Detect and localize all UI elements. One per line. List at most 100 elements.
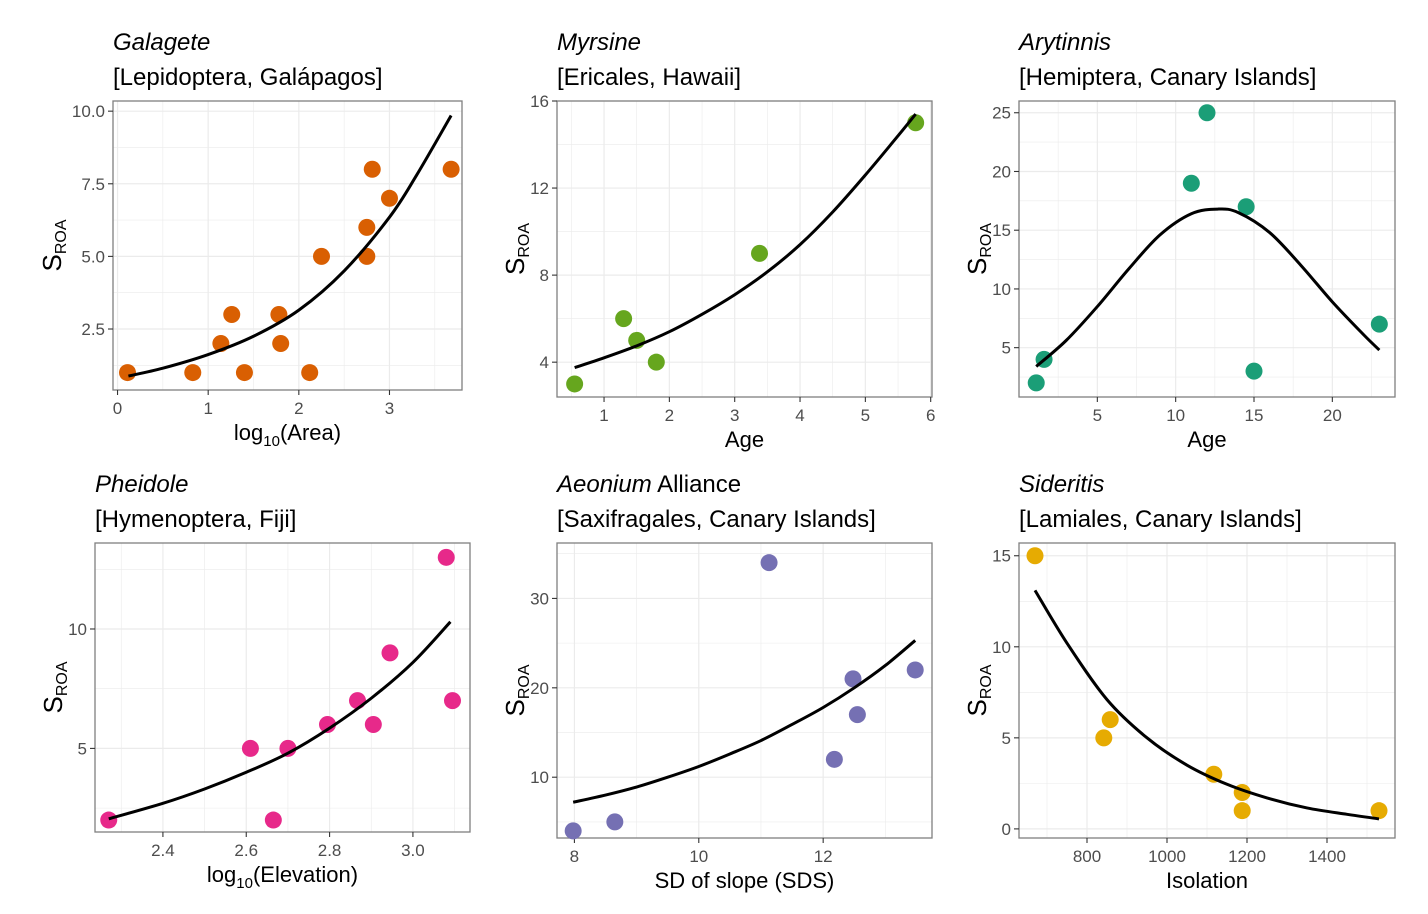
data-points (1027, 104, 1388, 392)
y-axis-label-main: S (38, 696, 68, 713)
data-points (100, 548, 461, 829)
data-point (279, 739, 297, 757)
y-tick-label: 20 (992, 162, 1011, 181)
data-point (1198, 104, 1216, 122)
data-point (272, 335, 290, 353)
y-tick-label: 12 (530, 179, 549, 198)
x-tick-label: 2 (294, 399, 303, 418)
data-point (1026, 547, 1044, 565)
data-point (1237, 198, 1255, 216)
panel-subtitle: [Hymenoptera, Fiji] (95, 506, 296, 533)
panel-title: Aeonium Alliance (555, 471, 741, 498)
y-tick-label: 2.5 (81, 320, 105, 339)
data-point (444, 692, 461, 710)
data-point (119, 364, 137, 382)
x-tick-label: 4 (795, 406, 804, 425)
plot-background (557, 101, 932, 397)
x-axis-label-main: log (207, 862, 236, 887)
panel-subtitle: [Hemiptera, Canary Islands] (1019, 64, 1316, 91)
panel-top-center: Myrsine[Ericales, Hawaii]1 2 3 4 5 6481216Age… (500, 29, 935, 452)
y-tick-label: 5 (78, 739, 87, 758)
data-point (358, 218, 376, 236)
x-tick-label: 12 (814, 847, 833, 866)
y-tick-label: 10.0 (72, 102, 105, 121)
fit-curve (574, 113, 917, 370)
fit-curve (572, 639, 917, 804)
data-point (906, 661, 924, 679)
data-point (241, 739, 259, 757)
x-axis-label: Isolation (1166, 868, 1248, 893)
x-tick-label: 5 (861, 406, 870, 425)
panel-title-suffix: Alliance (652, 471, 741, 498)
data-point (848, 706, 866, 724)
y-tick-label: 15 (992, 221, 1011, 240)
data-point (100, 811, 118, 829)
y-axis-label-subscript: ROA (978, 223, 995, 258)
data-point (564, 822, 582, 840)
data-point (1370, 315, 1388, 333)
data-point (364, 716, 382, 734)
x-axis-label-main: Isolation (1166, 868, 1248, 893)
y-axis-label-subscript: ROA (978, 664, 995, 699)
plot-border (94, 542, 471, 833)
y-axis-label: SROA (500, 664, 533, 716)
y-tick-label: 5 (1002, 339, 1011, 358)
data-point (751, 244, 769, 262)
x-axis-label-rest: (Area) (280, 420, 341, 445)
data-point (380, 189, 398, 207)
y-tick-label: 16 (530, 92, 549, 111)
y-axis-label-subscript: ROA (54, 661, 71, 696)
y-axis-label-main: S (500, 699, 530, 716)
panel-bottom-center: Aeonium Alliance [Saxifragales, Canary Is… (500, 471, 933, 893)
x-tick-label: 1 (203, 399, 212, 418)
data-point (1095, 729, 1113, 747)
y-tick-label: 7.5 (81, 175, 105, 194)
x-tick-label: 10 (1166, 406, 1185, 425)
y-tick-label: 10 (68, 620, 87, 639)
gridlines (1019, 543, 1395, 838)
data-point (264, 811, 282, 829)
data-point (1245, 362, 1263, 380)
panel-title: Sideritis (1019, 471, 1104, 498)
panel-title: Myrsine (557, 29, 641, 56)
x-tick-label: 1200 (1228, 847, 1266, 866)
panel-title-genus: Aeonium (555, 471, 652, 498)
y-tick-label: 25 (992, 104, 1011, 123)
data-point (1027, 374, 1045, 392)
y-tick-label: 5 (1002, 729, 1011, 748)
x-tick-label: 3.0 (401, 841, 425, 860)
data-point (437, 548, 455, 566)
y-tick-label: 10 (992, 638, 1011, 657)
data-point (1370, 802, 1388, 820)
y-tick-label: 10 (530, 768, 549, 787)
panel-subtitle: [Saxifragales, Canary Islands] (557, 506, 876, 533)
data-point (349, 692, 366, 710)
x-tick-label: 6 (926, 406, 935, 425)
data-point (363, 160, 381, 178)
x-axis-label-main: SD of slope (SDS) (655, 868, 835, 893)
panel-title-genus: Galagete (113, 29, 210, 56)
plot-border (1018, 542, 1396, 839)
panel-title: Pheidole (95, 471, 188, 498)
plot-border (556, 100, 933, 398)
fit-curve (1033, 589, 1380, 821)
y-axis-label-main: S (37, 254, 67, 271)
data-point (184, 364, 202, 382)
y-tick-label: 10 (992, 280, 1011, 299)
data-point (442, 160, 460, 178)
y-axis-label-subscript: ROA (53, 219, 70, 254)
panel-top-left: Galagete [Lepidoptera, Galápagos] 0 1 2 3 2.5 5… (37, 29, 463, 450)
x-tick-label: 2.8 (318, 841, 342, 860)
y-axis-label: SROA (962, 664, 995, 716)
data-point (301, 364, 319, 382)
x-tick-label: 800 (1073, 847, 1101, 866)
x-tick-label: 1000 (1148, 847, 1186, 866)
panel-title-genus: Arytinnis (1017, 29, 1111, 56)
panel-title: Arytinnis (1017, 29, 1111, 56)
panel-bottom-left: Pheidole [Hymenoptera, Fiji] 2.4 2.6 2.8 3.0 5… (38, 471, 471, 892)
gridlines (95, 543, 470, 832)
fit-curve (108, 620, 452, 821)
data-point (615, 310, 633, 328)
fit-curve (128, 114, 453, 378)
